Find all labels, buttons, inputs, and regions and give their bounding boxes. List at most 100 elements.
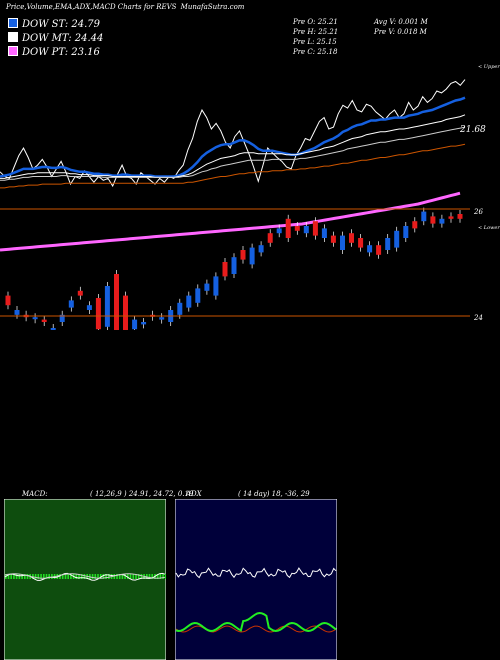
upper-axis-label: < Upper	[478, 64, 500, 70]
macd-histogram-bar	[116, 574, 118, 579]
macd-histogram-bar	[80, 574, 83, 579]
chart-title-text: Price,Volume,EMA,ADX,MACD Charts for REV…	[6, 3, 177, 11]
macd-histogram-bar	[124, 574, 126, 579]
macd-histogram-bar	[102, 574, 105, 579]
stat-prev-low: Pre L: 25.15	[293, 38, 337, 46]
macd-histogram-bar	[34, 574, 37, 579]
chart-source-text: MunafaSutra.com	[180, 3, 245, 11]
adx-plus-di-line	[175, 611, 337, 633]
candle-body	[177, 302, 183, 315]
macd-histogram-bar	[51, 574, 53, 579]
legend-dow-pt: DOW PT: 23.16	[8, 46, 100, 58]
macd-histogram-bar	[78, 574, 80, 579]
candle-body	[240, 250, 246, 260]
candle-body	[104, 286, 110, 327]
candle-body	[385, 238, 391, 250]
macd-histogram-bar	[26, 574, 29, 579]
candle-body	[5, 295, 11, 306]
macd-histogram-bar	[156, 574, 159, 579]
candle-body	[123, 295, 128, 330]
macd-histogram-bar	[70, 574, 72, 579]
adx-panel	[175, 499, 337, 660]
macd-histogram-bar	[61, 574, 64, 579]
candle-body	[77, 290, 83, 296]
stat-prev-high: Pre H: 25.21	[293, 28, 339, 36]
candle-body	[186, 295, 192, 308]
candle-body	[159, 317, 165, 320]
macd-histogram-bar	[121, 574, 124, 579]
candle-body	[32, 317, 38, 320]
candle-body	[222, 262, 228, 277]
macd-label: MACD:	[22, 490, 48, 498]
macd-histogram-bar	[37, 574, 40, 579]
lower-level-label: 24	[474, 314, 483, 322]
candle-body	[14, 310, 20, 315]
candle-body	[294, 226, 300, 231]
candle-body	[267, 233, 273, 243]
macd-histogram-bar	[94, 574, 97, 579]
candle-body	[59, 314, 65, 322]
macd-histogram-bar	[59, 574, 61, 579]
candle-body	[394, 230, 400, 248]
candle-body	[41, 319, 47, 322]
legend-swatch-pink	[8, 46, 18, 56]
candle-body	[312, 221, 318, 236]
macd-histogram-bar	[43, 574, 45, 579]
macd-histogram-bar	[10, 574, 12, 579]
candle-body	[132, 319, 138, 330]
macd-histogram-bar	[75, 574, 78, 579]
candlesticks	[5, 207, 463, 330]
ema-series-4	[0, 143, 466, 189]
candle-body	[430, 216, 436, 224]
macd-histogram-bar	[18, 574, 21, 579]
ema-series-2	[0, 114, 466, 179]
candle-body	[141, 322, 147, 325]
upper-ema-lines	[0, 79, 466, 189]
candle-body	[303, 226, 309, 234]
macd-signal-line	[4, 573, 166, 579]
macd-histogram-bar	[7, 574, 10, 579]
candle-body	[421, 211, 427, 222]
candle-body	[86, 305, 92, 310]
stat-prev-volume: Pre V: 0.018 M	[374, 28, 427, 36]
candle-body	[68, 300, 74, 308]
adx-label: ADX	[186, 490, 202, 498]
candle-body	[213, 276, 219, 296]
macd-histogram-bar	[48, 574, 50, 579]
candle-body	[340, 235, 345, 250]
macd-histogram-bar	[108, 574, 110, 579]
candle-body	[330, 235, 336, 243]
candle-body	[276, 228, 282, 234]
candle-body	[349, 233, 354, 243]
macd-histogram-bar	[105, 574, 107, 579]
adx-line	[175, 567, 337, 579]
candle-body	[376, 245, 382, 255]
candle-body	[321, 228, 327, 238]
legend-label: DOW MT: 24.44	[22, 33, 104, 44]
candle-body	[114, 274, 119, 330]
candle-body	[403, 226, 409, 238]
macd-histogram-bar	[64, 574, 67, 579]
price-chart	[0, 79, 470, 330]
macd-histogram-bar	[159, 574, 162, 579]
macd-histogram-bar	[91, 574, 94, 579]
macd-histogram-bar	[45, 574, 48, 579]
candle-body	[50, 328, 56, 330]
macd-histogram-bar	[135, 574, 137, 579]
macd-histogram-bar	[24, 574, 26, 579]
candle-body	[258, 245, 264, 253]
macd-histogram-bar	[21, 574, 23, 579]
ema-series-3	[0, 126, 466, 181]
legend-dow-mt: DOW MT: 24.44	[8, 32, 103, 44]
candle-body	[204, 283, 210, 291]
adx-lines	[175, 567, 337, 633]
macd-histogram-bar	[129, 574, 132, 579]
macd-histogram-bar	[127, 574, 129, 579]
macd-lines	[4, 572, 166, 581]
macd-histogram-bar	[15, 574, 18, 579]
upper-level-label: 21.68	[460, 125, 486, 135]
legend-swatch-white	[8, 32, 18, 42]
macd-histogram-bar	[40, 574, 42, 579]
macd-panel	[4, 499, 166, 660]
macd-params: ( 12,26,9 ) 24.91, 24.72, 0.19	[90, 490, 194, 498]
